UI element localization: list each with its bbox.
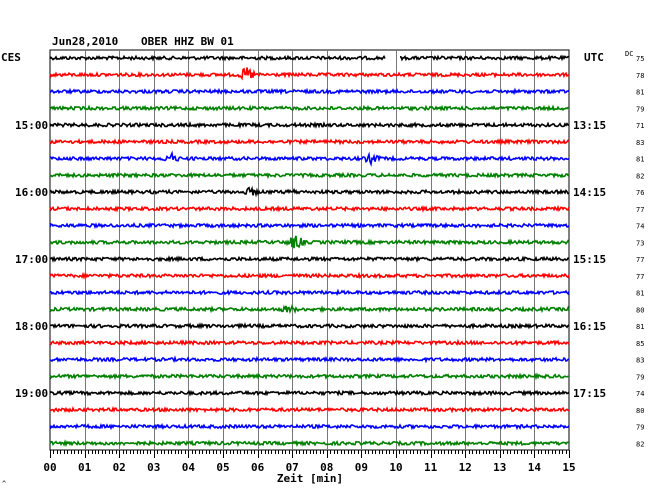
dc-offset-label: 82 (636, 172, 644, 180)
header-station: OBER HHZ BW 01 (141, 35, 234, 48)
x-tick-label: 13 (493, 461, 506, 474)
right-timezone: UTC (584, 51, 604, 64)
dc-offset-label: 83 (636, 357, 644, 365)
dc-offset-label: 77 (636, 273, 644, 281)
x-tick-label: 11 (424, 461, 438, 474)
x-tick-label: 10 (389, 461, 402, 474)
dc-offset-label: 81 (636, 156, 644, 164)
trace-row-23 (49, 439, 570, 448)
left-hour-label: 16:00 (15, 186, 48, 199)
right-time-label: 15:15 (573, 253, 606, 266)
x-tick-label: 08 (320, 461, 333, 474)
trace-row-0 (49, 54, 570, 62)
trace-row-21 (49, 405, 570, 414)
trace-row-22 (49, 422, 570, 431)
trace-row-9 (49, 204, 570, 213)
dc-offset-label: 80 (636, 407, 644, 415)
dc-offset-label: 82 (636, 440, 644, 448)
trace-row-18 (49, 355, 569, 364)
plot-frame (49, 49, 570, 451)
right-time-label: 16:15 (573, 320, 606, 333)
dc-offset-label: 77 (636, 256, 644, 264)
row-labels-layer: 15:00 16:00 17:00 18:00 19:00 13:15 14:15 15:15… (15, 55, 644, 448)
trace-row-20 (49, 389, 570, 397)
left-hour-label: 18:00 (15, 320, 48, 333)
left-hour-label: 17:00 (15, 253, 48, 266)
trace-row-3 (49, 104, 569, 112)
dc-offset-label: 78 (636, 72, 644, 80)
corner-mark: ^ (2, 480, 6, 488)
trace-row-17 (49, 338, 570, 347)
trace-row-8 (49, 185, 570, 198)
dc-offset-label: 76 (636, 189, 644, 197)
x-tick-label: 12 (459, 461, 472, 474)
left-hour-label: 15:00 (15, 119, 48, 132)
x-tick-label: 15 (562, 461, 575, 474)
trace-row-5 (49, 138, 570, 146)
dc-offset-label: 79 (636, 424, 644, 432)
right-time-label: 13:15 (573, 119, 606, 132)
x-tick-label: 02 (113, 461, 126, 474)
x-ticks-layer: 00 01 02 03 04 05 06 07 08 09 10 11 12 13 14 15 (43, 450, 576, 474)
dc-offset-label: 83 (636, 139, 644, 147)
dc-offset-label: 81 (636, 323, 644, 331)
dc-offset-label: 74 (636, 390, 644, 398)
trace-row-14 (50, 288, 570, 297)
dc-offset-label: 77 (636, 206, 644, 214)
right-time-label: 17:15 (573, 387, 606, 400)
trace-row-6 (49, 150, 570, 168)
x-tick-label: 03 (147, 461, 160, 474)
trace-row-1 (49, 67, 570, 81)
trace-row-15 (49, 304, 570, 315)
left-hour-label: 19:00 (15, 387, 48, 400)
x-tick-label: 07 (286, 461, 299, 474)
dc-offset-label: 85 (636, 340, 644, 348)
trace-row-2 (49, 87, 570, 96)
trace-row-19 (49, 372, 570, 381)
x-tick-label: 05 (216, 461, 229, 474)
trace-row-10 (49, 221, 570, 230)
x-tick-label: 14 (528, 461, 542, 474)
dc-offset-label: 71 (636, 122, 644, 130)
left-timezone: CES (1, 51, 21, 64)
trace-row-16 (49, 322, 570, 330)
trace-row-12 (49, 255, 570, 263)
trace-row-4 (49, 121, 570, 130)
trace-row-11 (49, 235, 570, 249)
x-tick-label: 09 (355, 461, 368, 474)
dc-offset-label: 79 (636, 105, 644, 113)
x-tick-label: 04 (182, 461, 196, 474)
x-axis-label: Zeit [min] (277, 472, 343, 485)
dc-offset-label: 81 (636, 290, 644, 298)
x-tick-label: 01 (78, 461, 92, 474)
right-time-label: 14:15 (573, 186, 606, 199)
x-tick-label: 00 (43, 461, 56, 474)
grid-layer (49, 49, 570, 451)
dc-header: DC (625, 50, 633, 58)
dc-offset-label: 81 (636, 89, 644, 97)
header-date: Jun28,2010 (52, 35, 118, 48)
trace-row-7 (49, 171, 570, 180)
dc-offset-label: 75 (636, 55, 644, 63)
dc-offset-label: 73 (636, 239, 644, 247)
dc-offset-label: 74 (636, 223, 644, 231)
x-tick-label: 06 (251, 461, 265, 474)
dc-offset-label: 79 (636, 373, 644, 381)
traces-layer (49, 54, 570, 448)
trace-row-13 (49, 271, 570, 280)
dc-offset-label: 80 (636, 306, 644, 314)
